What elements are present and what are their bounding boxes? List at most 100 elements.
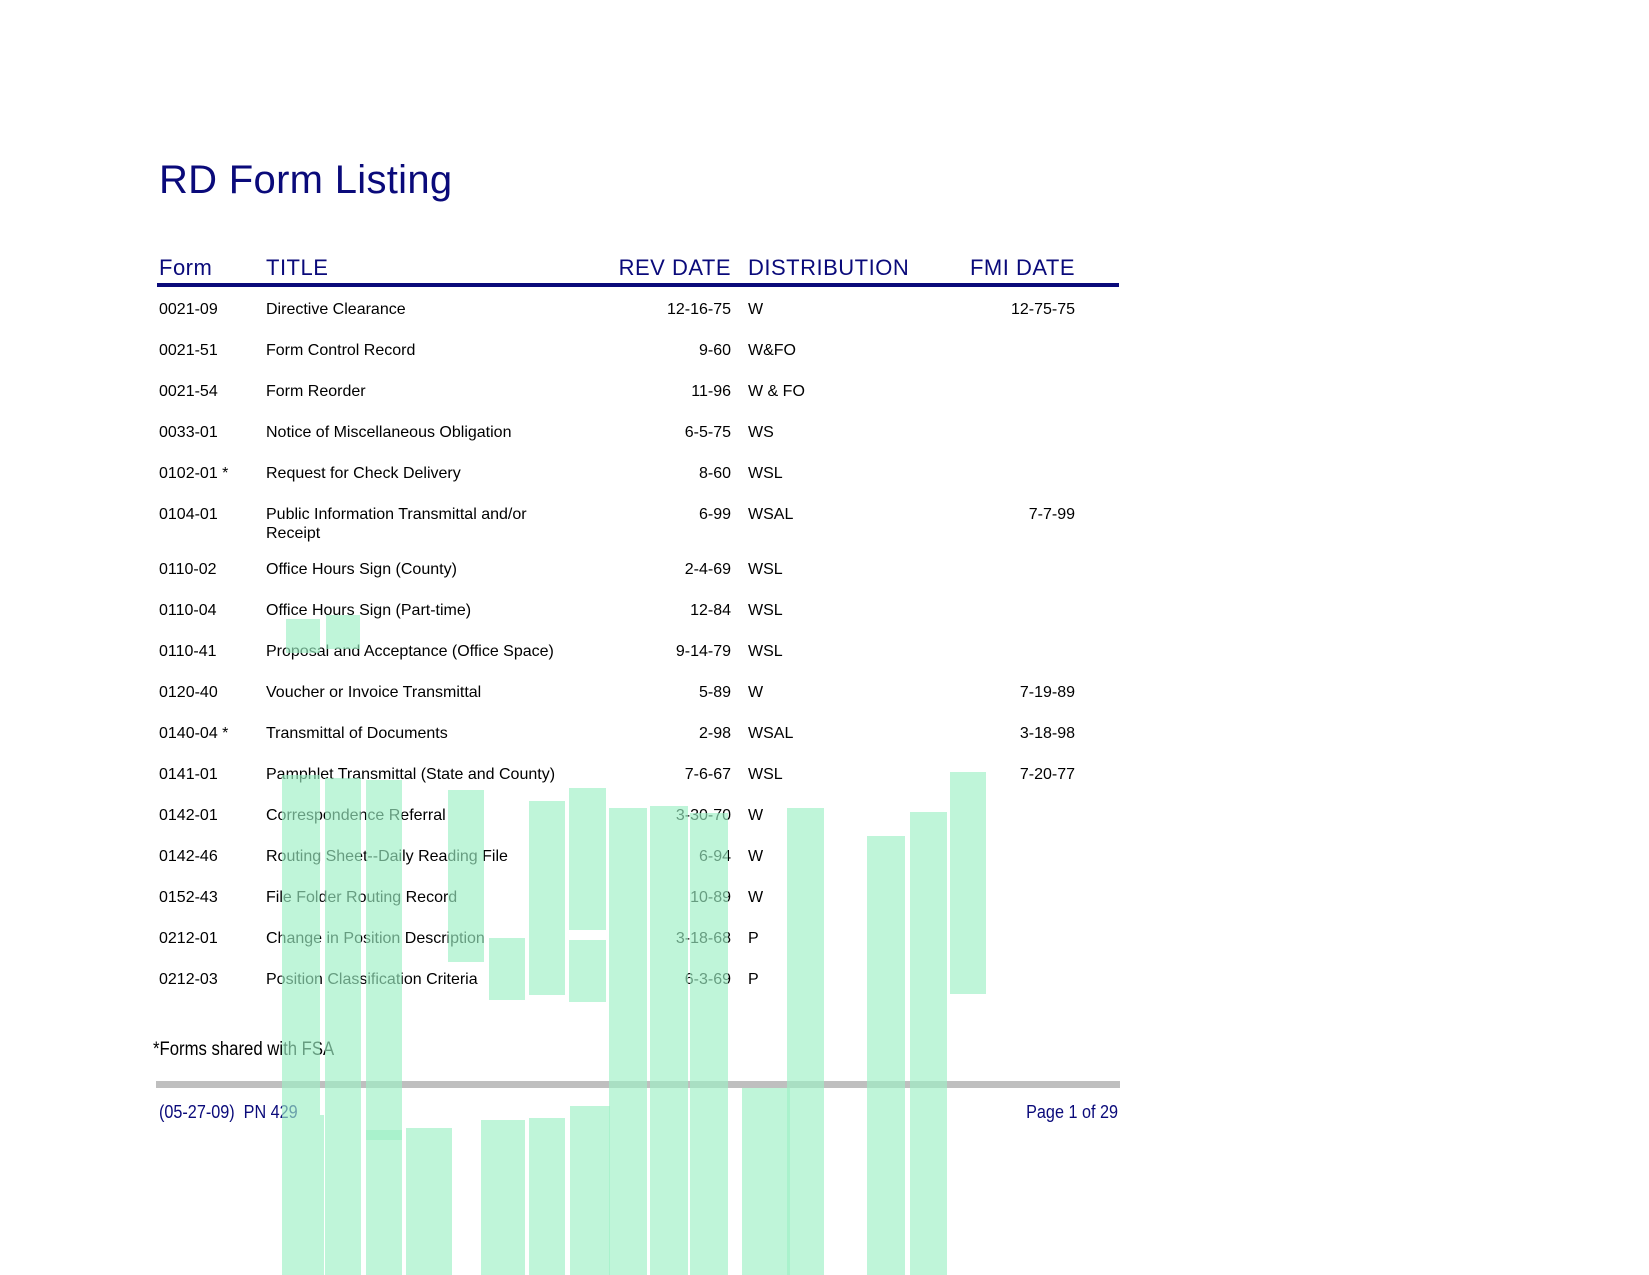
cell-rev-date: 9-60 — [698, 342, 731, 359]
cell-distribution: W & FO — [748, 383, 805, 400]
cell-distribution: P — [748, 930, 759, 947]
cell-title: Office Hours Sign (County) — [266, 561, 457, 578]
cell-form: 0033-01 — [159, 424, 218, 441]
table-row: 0110-04 Office Hours Sign (Part-time) 12… — [157, 601, 1119, 642]
table-row: 0212-03 Position Classification Criteria… — [157, 970, 1119, 1011]
cell-rev-date: 8-60 — [698, 465, 731, 482]
cell-title: Voucher or Invoice Transmittal — [266, 684, 482, 701]
table-row: 0120-40 Voucher or Invoice Transmittal 5… — [157, 683, 1119, 724]
table-row: 0033-01 Notice of Miscellaneous Obligati… — [157, 423, 1119, 464]
table-row: 0142-46 Routing Sheet--Daily Reading Fil… — [157, 847, 1119, 888]
cell-fmi-date: 7-19-89 — [1019, 684, 1075, 701]
cell-distribution: W — [748, 684, 764, 701]
cell-distribution: WSL — [748, 561, 783, 578]
cell-fmi-date: 7-7-99 — [1028, 506, 1075, 523]
cell-rev-date: 12-84 — [690, 602, 731, 619]
cell-fmi-date: 7-20-77 — [1019, 766, 1075, 783]
cell-rev-date: 5-89 — [698, 684, 731, 701]
cell-title: Change in Position Description — [266, 930, 485, 947]
cell-distribution: WS — [748, 424, 774, 441]
table-row: 0104-01 Public Information Transmittal a… — [157, 505, 1119, 560]
cell-rev-date: 12-16-75 — [666, 301, 731, 318]
table-header: Form TITLE REV DATE DISTRIBUTION FMI DAT… — [157, 253, 1119, 287]
cell-rev-date: 3-18-68 — [675, 930, 731, 947]
header-fmi-date: FMI DATE — [969, 255, 1075, 280]
header-form: Form — [159, 255, 213, 280]
cell-distribution: WSL — [748, 465, 783, 482]
cell-title: Pamphlet Transmittal (State and County) — [266, 766, 556, 783]
table-row: 0102-01 * Request for Check Delivery 8-6… — [157, 464, 1119, 505]
header-title: TITLE — [266, 255, 329, 280]
cell-form: 0021-51 — [159, 342, 218, 359]
cell-title: File Folder Routing Record — [266, 889, 458, 906]
cell-form: 0021-09 — [159, 301, 218, 318]
cell-fmi-date: 3-18-98 — [1019, 725, 1075, 742]
cell-rev-date: 9-14-79 — [675, 643, 731, 660]
table-row: 0110-41 Proposal and Acceptance (Office … — [157, 642, 1119, 683]
cell-title: Position Classification Criteria — [266, 971, 478, 988]
cell-rev-date: 6-94 — [698, 848, 731, 865]
page-title: RD Form Listing — [159, 158, 453, 202]
footnote: *Forms shared with FSA — [153, 1039, 335, 1060]
cell-title: Routing Sheet--Daily Reading File — [266, 848, 508, 865]
cell-rev-date: 6-5-75 — [684, 424, 731, 441]
cell-title: Request for Check Delivery — [266, 465, 461, 482]
header-rev-date: REV DATE — [618, 255, 731, 280]
cell-title: Public Information Transmittal and/or Re… — [266, 506, 527, 542]
cell-distribution: P — [748, 971, 759, 988]
cell-distribution: WSAL — [748, 725, 794, 742]
cell-form: 0110-41 — [159, 643, 217, 660]
cell-rev-date: 6-99 — [698, 506, 731, 523]
cell-rev-date: 10-89 — [690, 889, 731, 906]
cell-form: 0142-46 — [159, 848, 218, 865]
cell-distribution: WSAL — [748, 506, 794, 523]
table-row: 0212-01 Change in Position Description 3… — [157, 929, 1119, 970]
cell-form: 0102-01 * — [159, 465, 229, 482]
cell-form: 0120-40 — [159, 684, 218, 701]
page-number: Page 1 of 29 — [1026, 1102, 1118, 1122]
cell-distribution: WSL — [748, 766, 783, 783]
table-row: 0021-51 Form Control Record 9-60 W&FO — [157, 341, 1119, 382]
cell-distribution: W — [748, 848, 764, 865]
table-row: 0021-54 Form Reorder 11-96 W & FO — [157, 382, 1119, 423]
cell-rev-date: 2-4-69 — [684, 561, 731, 578]
cell-title: Correspondence Referral — [266, 807, 446, 824]
cell-rev-date: 3-30-70 — [675, 807, 731, 824]
table-row: 0021-09 Directive Clearance 12-16-75 W 1… — [157, 300, 1119, 341]
cell-distribution: W — [748, 807, 764, 824]
cell-form: 0212-03 — [159, 971, 218, 988]
cell-distribution: WSL — [748, 643, 783, 660]
cell-fmi-date: 12-75-75 — [1010, 301, 1075, 318]
cell-form: 0152-43 — [159, 889, 218, 906]
cell-rev-date: 6-3-69 — [684, 971, 731, 988]
cell-form: 0021-54 — [159, 383, 218, 400]
form-table: 0021-09 Directive Clearance 12-16-75 W 1… — [157, 300, 1119, 1011]
cell-title: Form Control Record — [266, 342, 416, 359]
cell-distribution: W — [748, 889, 764, 906]
cell-title: Notice of Miscellaneous Obligation — [266, 424, 512, 441]
cell-form: 0141-01 — [159, 766, 218, 783]
cell-rev-date: 11-96 — [691, 383, 731, 400]
cell-distribution: WSL — [748, 602, 783, 619]
cell-title: Form Reorder — [266, 383, 366, 400]
cell-distribution: W — [748, 301, 764, 318]
footer-notice-number: (05-27-09) PN 429 — [159, 1102, 298, 1122]
cell-form: 0104-01 — [159, 506, 218, 523]
header-distribution: DISTRIBUTION — [748, 255, 910, 280]
cell-title: Proposal and Acceptance (Office Space) — [266, 643, 554, 660]
cell-form: 0110-02 — [159, 561, 217, 578]
table-row: 0110-02 Office Hours Sign (County) 2-4-6… — [157, 560, 1119, 601]
footer-divider — [156, 1081, 1120, 1088]
cell-title: Directive Clearance — [266, 301, 406, 318]
cell-rev-date: 2-98 — [698, 725, 731, 742]
table-row: 0152-43 File Folder Routing Record 10-89… — [157, 888, 1119, 929]
cell-form: 0212-01 — [159, 930, 218, 947]
cell-title: Office Hours Sign (Part-time) — [266, 602, 472, 619]
cell-rev-date: 7-6-67 — [684, 766, 731, 783]
table-row: 0142-01 Correspondence Referral 3-30-70 … — [157, 806, 1119, 847]
cell-form: 0140-04 * — [159, 725, 229, 742]
table-row: 0141-01 Pamphlet Transmittal (State and … — [157, 765, 1119, 806]
table-row: 0140-04 * Transmittal of Documents 2-98 … — [157, 724, 1119, 765]
cell-distribution: W&FO — [748, 342, 796, 359]
